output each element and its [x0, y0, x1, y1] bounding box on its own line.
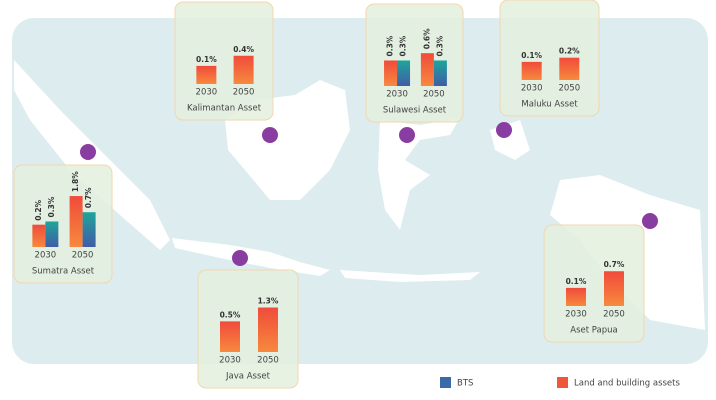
- year-label: 2030: [386, 90, 408, 100]
- region-panel: 2030 0.1% 2050 0.7% Aset Papua: [543, 224, 645, 343]
- bar: [420, 53, 434, 86]
- year-label: 2030: [521, 84, 543, 94]
- region-name: Aset Papua: [570, 326, 617, 336]
- year-label: 2030: [565, 310, 587, 320]
- panel-bg: [13, 164, 113, 284]
- bar: [559, 57, 580, 80]
- value-label: 1.3%: [258, 297, 279, 306]
- region-name: Maluku Asset: [521, 100, 578, 110]
- legend-label: Land and building assets: [574, 379, 680, 389]
- year-label: 2050: [233, 88, 255, 98]
- value-label: 0.3%: [386, 35, 395, 56]
- region-panel: 2030 0.2% 0.3% 2050 1.8% 0.7% Sumatra Asset: [13, 164, 113, 284]
- region-panel: 2030 0.3% 0.3% 2050 0.6% 0.3% Sulawesi Asset: [365, 3, 464, 123]
- value-label: 0.3%: [435, 35, 444, 56]
- dot: [80, 144, 96, 160]
- region-name: Sumatra Asset: [32, 267, 95, 277]
- value-label: 0.4%: [233, 45, 254, 54]
- bar: [433, 60, 447, 86]
- value-label: 0.3%: [399, 35, 408, 56]
- year-label: 2050: [257, 356, 279, 366]
- bar: [196, 65, 217, 84]
- year-label: 2050: [72, 251, 94, 261]
- location-dots: [80, 122, 658, 266]
- value-label: 0.7%: [84, 187, 93, 208]
- year-label: 2030: [219, 356, 241, 366]
- bar: [521, 61, 542, 80]
- year-label: 2050: [603, 310, 625, 320]
- year-label: 2030: [35, 251, 57, 261]
- value-label: 0.3%: [47, 196, 56, 217]
- region-name: Java Asset: [225, 372, 271, 382]
- bar: [32, 224, 46, 247]
- value-label: 0.2%: [34, 199, 43, 220]
- bar: [258, 307, 278, 352]
- legend-swatch: [440, 377, 451, 388]
- value-label: 0.2%: [559, 47, 580, 56]
- value-label: 0.1%: [196, 55, 217, 64]
- panel-bg: [197, 269, 299, 389]
- dot: [496, 122, 512, 138]
- bar: [384, 60, 398, 86]
- dot: [232, 250, 248, 266]
- panel-bg: [499, 0, 600, 117]
- value-label: 0.6%: [422, 28, 431, 49]
- bar: [69, 196, 83, 247]
- region-name: Kalimantan Asset: [187, 104, 262, 114]
- region-name: Sulawesi Asset: [383, 106, 447, 116]
- dot: [399, 127, 415, 143]
- value-label: 0.1%: [521, 51, 542, 60]
- region-panel: 2030 0.1% 2050 0.4% Kalimantan Asset: [174, 1, 274, 121]
- legend-label: BTS: [457, 379, 473, 389]
- dot: [262, 127, 278, 143]
- value-label: 0.5%: [220, 310, 241, 319]
- region-panel: 2030 0.5% 2050 1.3% Java Asset: [197, 269, 299, 389]
- year-label: 2030: [196, 88, 218, 98]
- value-label: 1.8%: [71, 171, 80, 192]
- dot: [642, 213, 658, 229]
- panel-bg: [543, 224, 645, 343]
- bar: [45, 221, 59, 247]
- value-label: 0.7%: [604, 260, 625, 269]
- value-label: 0.1%: [566, 277, 587, 286]
- region-panel: 2030 0.1% 2050 0.2% Maluku Asset: [499, 0, 600, 117]
- bar: [82, 212, 96, 247]
- panel-bg: [365, 3, 464, 123]
- year-label: 2050: [558, 84, 580, 94]
- bar: [397, 60, 411, 86]
- panel-bg: [174, 1, 274, 121]
- bar: [604, 271, 624, 306]
- year-label: 2050: [423, 90, 445, 100]
- legend-swatch: [557, 377, 568, 388]
- bar: [566, 287, 586, 306]
- bar: [233, 55, 254, 84]
- bar: [220, 321, 240, 352]
